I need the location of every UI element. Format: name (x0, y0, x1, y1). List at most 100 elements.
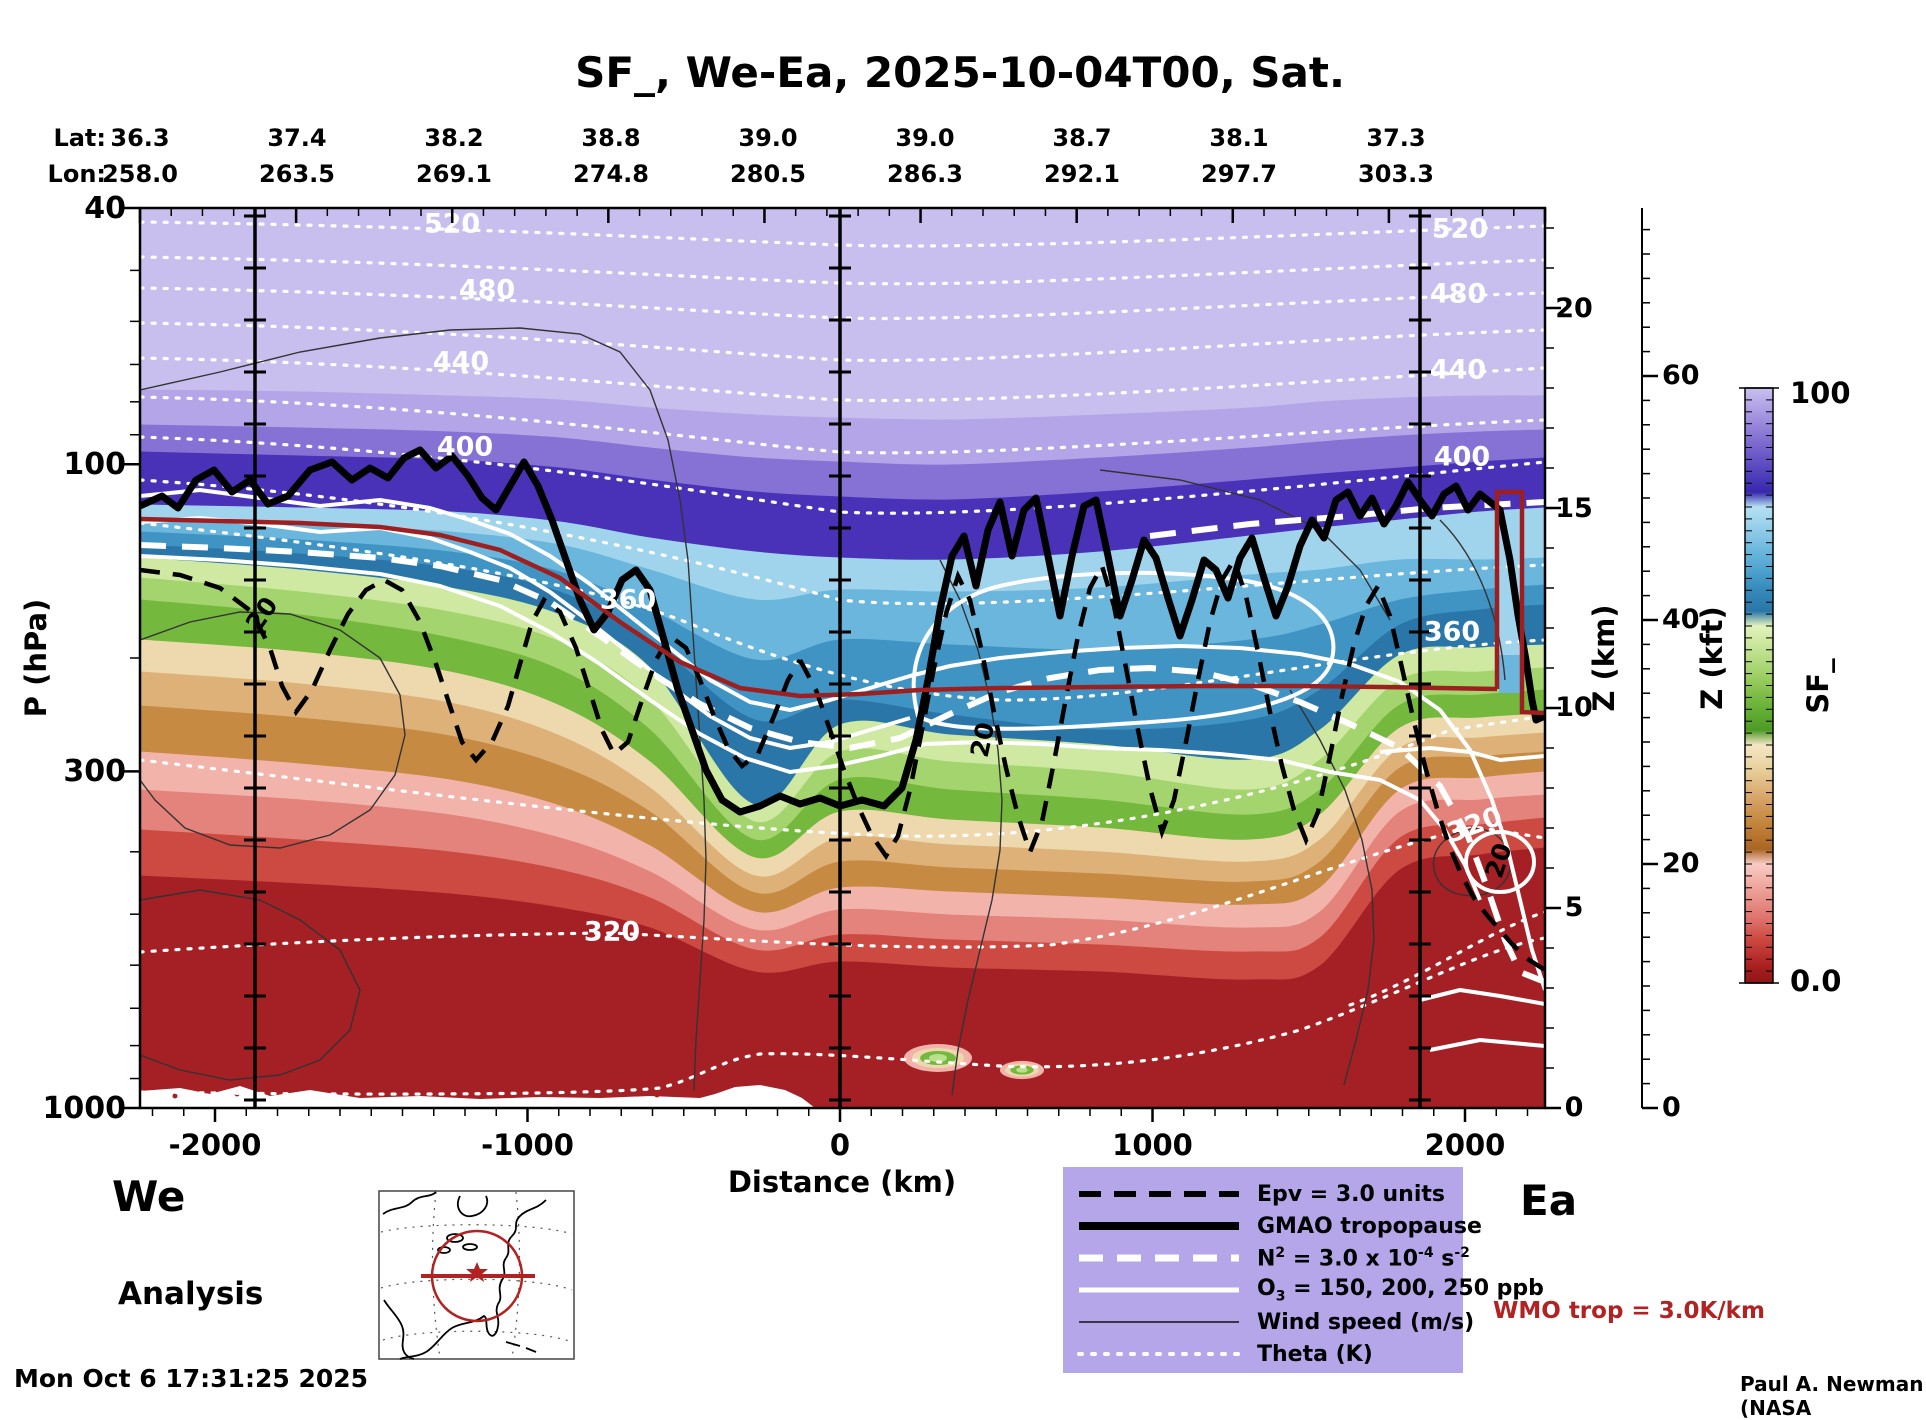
z-km-tick-label: 20 (1555, 293, 1593, 324)
wind-contour-label: 20 (965, 720, 1001, 760)
legend-item-label: O3 = 150, 200, 250 ppb (1257, 1275, 1544, 1305)
waypoint-lon-value: 280.5 (730, 160, 806, 188)
theta-contour (140, 286, 1545, 321)
legend-box: Epv = 3.0 units GMAO tropopause N2 = 3.0 x… (1063, 1167, 1544, 1373)
theta-contour (140, 356, 1545, 403)
z-km-tick-label: 15 (1555, 493, 1593, 524)
wind-speed-contour (1439, 519, 1506, 681)
ozone-contour (140, 554, 1482, 901)
z-km-tick-label: 5 (1564, 892, 1584, 923)
theta-contour-label: 360 (600, 585, 656, 616)
legend-item-label: Wind speed (m/s) (1257, 1309, 1475, 1335)
theta-contour-label: 440 (433, 347, 489, 378)
pressure-tick-label: 300 (63, 754, 126, 790)
z-km-tick-label: 10 (1555, 692, 1593, 723)
waypoint-lon-value: 258.0 (102, 160, 178, 188)
ozone-contour (1379, 746, 1545, 762)
waypoint-lat-value: 36.3 (110, 124, 170, 152)
theta-contour-label: 400 (1434, 442, 1490, 473)
distance-tick-label: -1000 (481, 1128, 574, 1162)
legend-item-label: N2 = 3.0 x 10-4 s-2 (1257, 1244, 1470, 1272)
waypoint-lon-value: 269.1 (416, 160, 492, 188)
z-kft-tick-label: 40 (1662, 604, 1700, 635)
legend-line-sample (1079, 1222, 1239, 1230)
z-kft-tick-label: 20 (1662, 848, 1700, 879)
waypoint-lat-value: 38.1 (1209, 124, 1269, 152)
legend-item-white-dot: Theta (K) (1077, 1341, 1373, 1367)
wmo-tropopause-line (140, 516, 1498, 699)
z-km-tick-label: 0 (1564, 1092, 1584, 1123)
map-cross-section-track (421, 1229, 535, 1323)
theta-contour-label: 480 (459, 275, 515, 306)
map-graticule (380, 1191, 573, 1359)
surface-cutout (140, 1085, 815, 1108)
page-title: SF_, We-Ea, 2025-10-04T00, Sat. (575, 48, 1345, 97)
waypoint-lat-value: 39.0 (738, 124, 798, 152)
sf-shaded-field (140, 208, 1545, 1108)
waypoint-lon-value: 286.3 (887, 160, 963, 188)
west-end-label: We (112, 1172, 186, 1221)
wind-speed-contour (1099, 469, 1391, 621)
legend-item-black-solid: GMAO tropopause (1077, 1213, 1482, 1239)
theta-contour-label: 320 (584, 917, 640, 948)
colorbar-min-label: 0.0 (1790, 964, 1842, 998)
lon-row-label: Lon: (47, 160, 106, 188)
waypoint-lat-value: 37.4 (267, 124, 327, 152)
wind-speed-contour (140, 611, 406, 849)
waypoint-lat-value: 38.7 (1052, 124, 1112, 152)
ozone-contour-ring (1464, 830, 1536, 894)
colorbar-max-label: 100 (1790, 376, 1851, 410)
distance-tick-label: 0 (829, 1128, 851, 1162)
legend-item-label: GMAO tropopause (1257, 1213, 1482, 1239)
waypoint-lon-value: 303.3 (1358, 160, 1434, 188)
legend-item-white-solid: O3 = 150, 200, 250 ppb (1077, 1275, 1544, 1305)
waypoint-lon-value: 292.1 (1044, 160, 1120, 188)
legend-line-sample (1079, 1321, 1239, 1323)
waypoint-lat-value: 38.8 (581, 124, 641, 152)
gmao-tropopause-line (140, 446, 1545, 816)
pressure-tick-label: 40 (84, 191, 126, 226)
map-center-star (466, 1262, 488, 1282)
east-end-label: Ea (1520, 1176, 1578, 1225)
waypoint-lat-value: 39.0 (895, 124, 955, 152)
theta-contour-label: 480 (1430, 279, 1486, 310)
wmo-intrusion-box (1494, 489, 1545, 716)
theta-contour (140, 714, 1545, 838)
legend-line-sample (1077, 1352, 1241, 1356)
theta-contour-label: 400 (437, 432, 493, 463)
ozone-contour (140, 516, 911, 750)
legend-item-thin-line: Wind speed (m/s) (1077, 1309, 1474, 1335)
z-kft-tick-label: 60 (1662, 360, 1700, 391)
wmo-tropopause-note: WMO trop = 3.0K/km (1493, 1298, 1765, 1324)
ozone-contour (911, 570, 1336, 731)
legend-item-white-dash: N2 = 3.0 x 10-4 s-2 (1077, 1245, 1470, 1271)
legend-line-sample (1079, 1287, 1239, 1293)
lat-row-label: Lat: (53, 124, 106, 152)
legend-item-black-dash: Epv = 3.0 units (1077, 1181, 1445, 1207)
wind-speed-contour (140, 889, 361, 1081)
legend-line-sample (1079, 1191, 1239, 1197)
theta-contour (140, 435, 1545, 515)
distance-tick-label: 1000 (1112, 1128, 1193, 1162)
epv-contour (140, 567, 802, 770)
theta-contour-label: 520 (1432, 214, 1488, 245)
theta-contour-label: 360 (1424, 617, 1480, 648)
legend-line-sample (1079, 1254, 1239, 1262)
distance-tick-label: -2000 (168, 1128, 262, 1162)
distance-tick-label: 2000 (1424, 1128, 1506, 1162)
timestamp: Mon Oct 6 17:31:25 2025 (14, 1364, 369, 1393)
waypoint-lon-value: 263.5 (259, 160, 335, 188)
pressure-tick-label: 1000 (42, 1090, 127, 1126)
ozone-contour (140, 488, 1545, 991)
n2-contour (140, 542, 1545, 985)
ozone-contour (1419, 988, 1545, 1006)
legend-item-label: Epv = 3.0 units (1257, 1181, 1445, 1207)
theta-contour (140, 395, 1545, 455)
ozone-contour (1429, 1038, 1545, 1052)
z-kft-tick-label: 0 (1662, 1092, 1681, 1123)
theta-contour-label: 440 (1430, 355, 1486, 386)
waypoint-lat-value: 37.3 (1366, 124, 1426, 152)
